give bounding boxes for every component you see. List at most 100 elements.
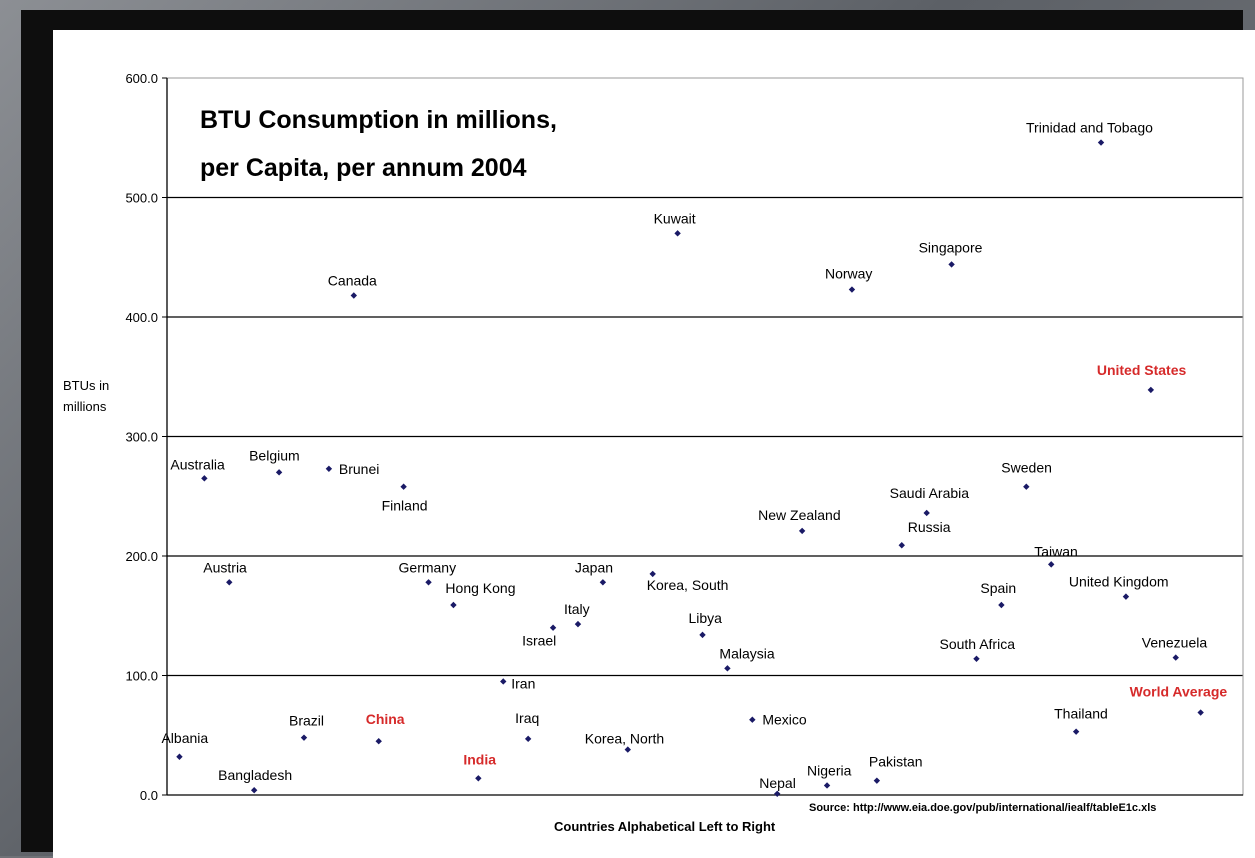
label-italy: Italy	[564, 601, 590, 617]
label-pakistan: Pakistan	[869, 754, 923, 770]
source-note: Source: http://www.eia.doe.gov/pub/inter…	[809, 802, 1156, 814]
point-korea-north	[624, 746, 631, 753]
label-trinidad-and-tobago: Trinidad and Tobago	[1026, 120, 1153, 136]
label-russia: Russia	[908, 519, 951, 535]
label-nigeria: Nigeria	[807, 762, 852, 778]
point-germany	[425, 579, 432, 586]
point-iran	[500, 678, 507, 685]
y-tick-label: 500.0	[125, 191, 158, 206]
point-new-zealand	[798, 527, 806, 535]
label-malaysia: Malaysia	[719, 645, 774, 661]
point-india	[475, 775, 482, 782]
point-russia	[898, 542, 905, 549]
point-trinidad-and-tobago	[1097, 139, 1105, 146]
y-tick-label: 300.0	[125, 430, 158, 445]
label-bangladesh: Bangladesh	[218, 767, 292, 783]
label-kuwait: Kuwait	[654, 210, 696, 226]
label-australia: Australia	[170, 456, 225, 472]
point-austria	[226, 579, 233, 586]
chart-title-line-1: BTU Consumption in millions,	[200, 106, 557, 134]
y-tick-label: 400.0	[125, 310, 158, 325]
point-china	[375, 738, 382, 745]
label-sweden: Sweden	[1001, 460, 1052, 476]
point-finland	[400, 483, 407, 490]
point-nigeria	[823, 782, 831, 789]
point-albania	[176, 753, 183, 760]
label-israel: Israel	[522, 633, 556, 649]
point-bangladesh	[250, 787, 258, 794]
point-malaysia	[724, 665, 731, 672]
label-japan: Japan	[575, 559, 613, 575]
label-singapore: Singapore	[919, 239, 983, 255]
point-kuwait	[674, 230, 681, 237]
label-india: India	[463, 751, 496, 767]
point-australia	[201, 475, 208, 482]
point-united-kingdom	[1122, 593, 1130, 600]
point-brunei	[325, 465, 333, 472]
label-thailand: Thailand	[1054, 706, 1108, 722]
point-nepal	[774, 790, 781, 798]
label-belgium: Belgium	[249, 447, 300, 463]
point-norway	[848, 286, 856, 293]
gridlines	[167, 196, 1243, 677]
y-tick-label: 100.0	[125, 669, 158, 684]
point-united-states	[1147, 386, 1155, 394]
axes	[162, 77, 1244, 796]
label-united-kingdom: United Kingdom	[1069, 574, 1169, 590]
point-south-africa	[973, 655, 980, 662]
point-iraq	[524, 735, 532, 743]
label-saudi-arabia: Saudi Arabia	[890, 485, 970, 501]
label-united-states: United States	[1097, 362, 1187, 378]
y-tick-labels: 0.0 100.0 200.0 300.0 400.0 500.0 600.0	[125, 71, 158, 803]
label-finland: Finland	[382, 498, 428, 514]
label-new-zealand: New Zealand	[758, 507, 841, 523]
y-axis-label-line-2: millions	[63, 399, 107, 414]
point-korea-south	[649, 570, 656, 578]
label-nepal: Nepal	[759, 775, 796, 791]
y-tick-label: 600.0	[125, 71, 158, 86]
label-venezuela: Venezuela	[1142, 635, 1208, 651]
label-spain: Spain	[980, 580, 1016, 596]
label-korea-north: Korea, North	[585, 731, 664, 747]
label-iran: Iran	[511, 675, 535, 691]
point-world-average	[1197, 709, 1204, 716]
chart-border: 0.0 100.0 200.0 300.0 400.0 500.0 600.0 Albani…	[21, 10, 1255, 858]
label-germany: Germany	[399, 559, 457, 575]
label-canada: Canada	[328, 272, 377, 288]
label-libya: Libya	[689, 610, 723, 626]
point-saudi-arabia	[923, 509, 930, 517]
point-italy	[574, 620, 582, 628]
label-brunei: Brunei	[339, 461, 379, 477]
label-south-africa: South Africa	[939, 636, 1015, 652]
label-mexico: Mexico	[762, 712, 807, 728]
point-sweden	[1023, 483, 1030, 490]
y-tick-label: 200.0	[125, 549, 158, 564]
point-israel	[549, 624, 557, 631]
point-brazil	[300, 734, 308, 741]
scatter-chart: 0.0 100.0 200.0 300.0 400.0 500.0 600.0 Albani…	[63, 71, 1244, 834]
y-tick-label: 0.0	[140, 788, 158, 803]
point-taiwan	[1048, 561, 1055, 568]
label-taiwan: Taiwan	[1034, 543, 1078, 559]
point-canada	[350, 292, 358, 299]
data-labels: Albania Australia Austria Bangladesh Belgium…	[161, 120, 1227, 791]
point-libya	[699, 631, 706, 639]
data-points	[176, 139, 1204, 798]
label-brazil: Brazil	[289, 713, 324, 729]
point-pakistan	[873, 777, 881, 784]
point-singapore	[948, 261, 955, 268]
label-world-average: World Average	[1130, 684, 1228, 700]
label-iraq: Iraq	[515, 710, 539, 726]
label-norway: Norway	[825, 266, 872, 282]
label-china: China	[366, 711, 405, 727]
y-axis-label-line-1: BTUs in	[63, 378, 109, 393]
chart-title-line-2: per Capita, per annum 2004	[200, 154, 527, 182]
label-albania: Albania	[161, 730, 208, 746]
x-axis-label: Countries Alphabetical Left to Right	[554, 819, 776, 834]
point-venezuela	[1172, 654, 1179, 661]
point-japan	[599, 579, 607, 586]
label-austria: Austria	[203, 559, 247, 575]
point-thailand	[1072, 728, 1080, 735]
point-hong-kong	[450, 601, 457, 609]
